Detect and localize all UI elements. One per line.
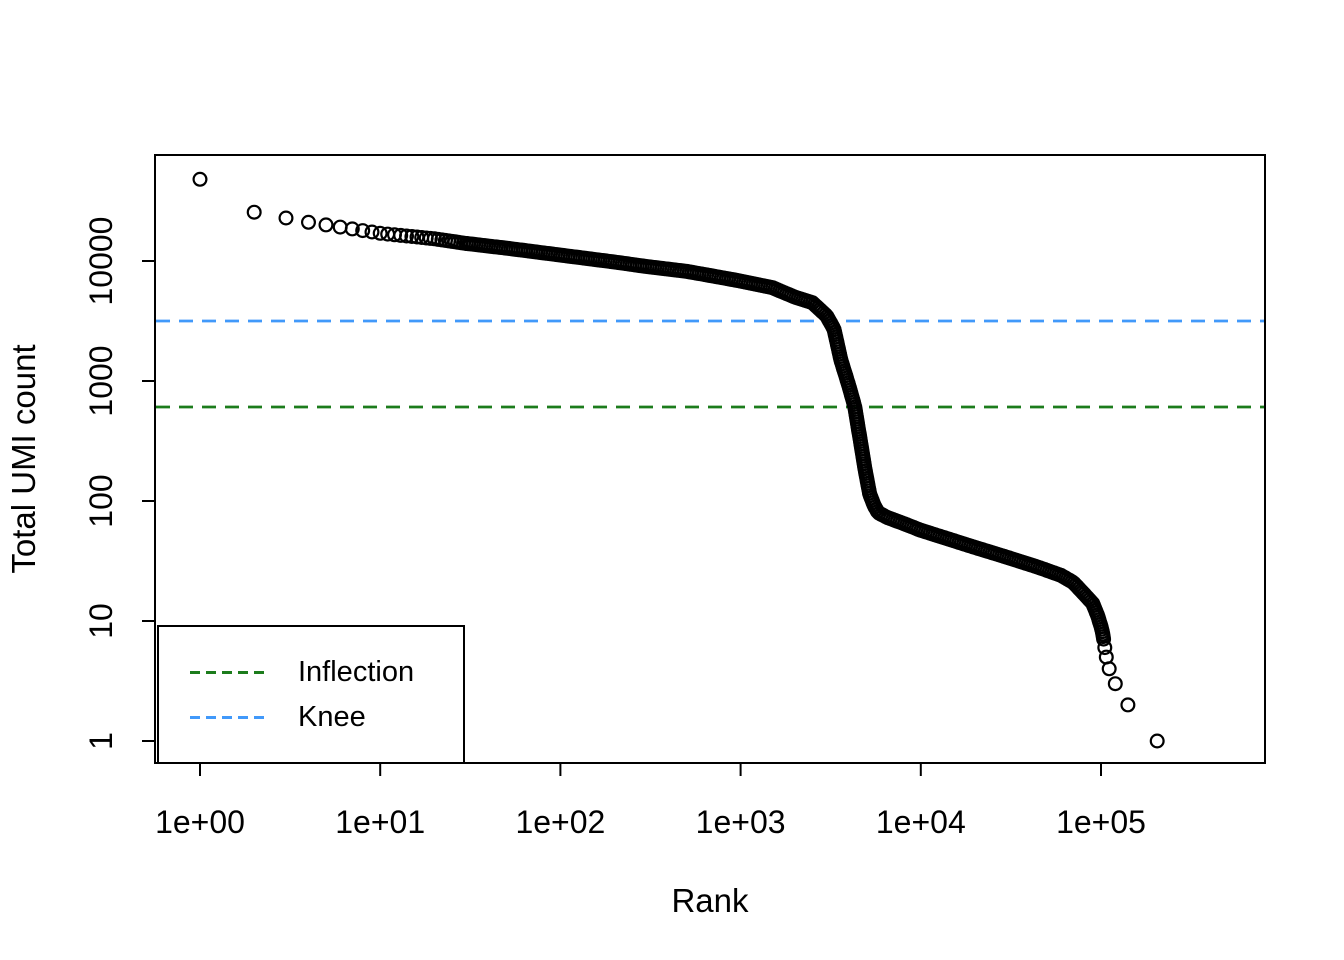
knee-dashed-line-swatch (190, 715, 265, 719)
data-point (1096, 631, 1112, 647)
data-point (192, 171, 208, 187)
x-tick-label: 1e+04 (876, 804, 966, 840)
x-tick-label: 1e+05 (1056, 804, 1146, 840)
x-tick-label: 1e+01 (335, 804, 425, 840)
data-point (301, 214, 317, 230)
x-axis-title: Rank (671, 882, 749, 919)
legend-item-knee: Knee (190, 697, 366, 737)
x-tick-label: 1e+03 (696, 804, 786, 840)
y-tick-label: 100 (83, 474, 119, 527)
data-point (246, 204, 262, 220)
legend-label-knee: Knee (298, 700, 366, 733)
data-point (393, 227, 409, 243)
data-point (1097, 640, 1113, 656)
data-point (318, 217, 334, 233)
data-point (399, 228, 415, 244)
data-point (364, 224, 380, 240)
y-tick-label: 1000 (83, 345, 119, 416)
y-axis-title: Total UMI count (5, 344, 42, 574)
data-point (332, 219, 348, 235)
x-tick-label: 1e+02 (515, 804, 605, 840)
legend-label-inflection: Inflection (298, 655, 415, 688)
y-tick-label: 1 (83, 732, 119, 750)
data-point (355, 223, 371, 239)
x-tick-label: 1e+00 (155, 804, 245, 840)
plot-box-border (154, 154, 1266, 764)
inflection-dashed-line-swatch (190, 670, 265, 674)
data-point (344, 221, 360, 237)
data-point (1101, 661, 1117, 677)
legend-item-inflection: Inflection (190, 652, 414, 692)
legend: Inflection Knee (157, 625, 465, 764)
data-point (1107, 676, 1123, 692)
y-tick-label: 10000 (83, 217, 119, 306)
data-point (1120, 697, 1136, 713)
data-point (372, 225, 388, 241)
data-point (278, 210, 294, 226)
data-point (1149, 733, 1165, 749)
y-tick-label: 10 (83, 603, 119, 639)
data-point (404, 229, 420, 245)
